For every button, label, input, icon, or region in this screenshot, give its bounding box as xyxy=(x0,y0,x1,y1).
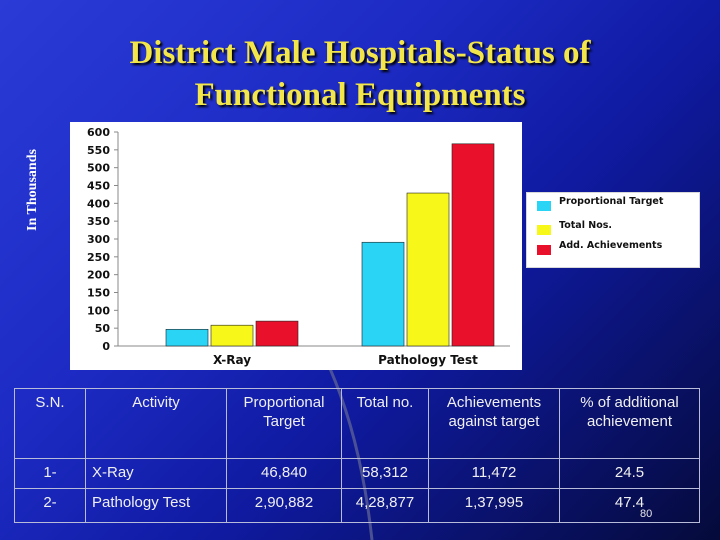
y-tick-label: 100 xyxy=(87,304,110,317)
y-tick-label: 300 xyxy=(87,233,110,246)
bar xyxy=(451,143,495,347)
bar xyxy=(255,320,299,347)
cell-activity: Pathology Test xyxy=(85,488,227,523)
cell-proportional-target: 2,90,882 xyxy=(226,488,342,523)
chart-panel: 0 50 100 150 200 250 300 350 400 450 500 550 600 X-Ra… xyxy=(70,122,522,370)
cell-percent: 24.5 xyxy=(559,458,700,489)
y-tick-label: 400 xyxy=(87,197,110,210)
cell-achievements: 1,37,995 xyxy=(428,488,560,523)
legend-swatch-proportional-target xyxy=(537,201,551,211)
legend-item-total-nos: Total Nos. xyxy=(537,221,697,243)
cell-total-no: 58,312 xyxy=(341,458,429,489)
page-number: 80 xyxy=(640,508,653,520)
cell-total-no: 4,28,877 xyxy=(341,488,429,523)
cell-proportional-target: 46,840 xyxy=(226,458,342,489)
table-row: 2- Pathology Test 2,90,882 4,28,877 1,37… xyxy=(14,488,700,523)
bar xyxy=(210,324,254,347)
cell-sn: 1- xyxy=(14,458,86,489)
legend-swatch-total-nos xyxy=(537,225,551,235)
title-line-2: Functional Equipments xyxy=(194,77,526,113)
header-sn: S.N. xyxy=(14,388,86,459)
legend-label-add-achievements: Add. Achievements xyxy=(559,240,663,251)
y-tick-label: 50 xyxy=(95,322,111,335)
header-activity: Activity xyxy=(85,388,227,459)
slide-title: District Male Hospitals-Status of Functi… xyxy=(60,32,660,116)
units-label: In Thousands xyxy=(25,149,40,231)
table-row: 1- X-Ray 46,840 58,312 11,472 24.5 xyxy=(14,458,700,489)
y-tick-label: 250 xyxy=(87,251,110,264)
y-tick-label: 150 xyxy=(87,287,110,300)
cell-activity: X-Ray xyxy=(85,458,227,489)
y-tick-label: 0 xyxy=(102,340,110,353)
bar-chart: 0 50 100 150 200 250 300 350 400 450 500 550 600 X-Ra… xyxy=(87,126,510,367)
status-table: S.N. Activity Proportional Target Total … xyxy=(14,388,700,523)
y-tick-label: 450 xyxy=(87,180,110,193)
y-tick-label: 200 xyxy=(87,269,110,282)
legend-label-total-nos: Total Nos. xyxy=(559,220,613,231)
y-tick-label: 500 xyxy=(87,162,110,175)
header-achievements: Achievements against target xyxy=(428,388,560,459)
legend-label-proportional-target: Proportional Target xyxy=(559,196,664,207)
chart-legend: Proportional Target Total Nos. Add. Achi… xyxy=(526,192,700,268)
legend-item-add-achievements: Add. Achievements xyxy=(537,241,697,263)
x-tick-label: Pathology Test xyxy=(378,353,478,367)
cell-achievements: 11,472 xyxy=(428,458,560,489)
cell-sn: 2- xyxy=(14,488,86,523)
header-percent-additional: % of additional achievement xyxy=(559,388,700,459)
header-proportional-target: Proportional Target xyxy=(226,388,342,459)
cell-percent: 47.4 xyxy=(559,488,700,523)
x-tick-label: X-Ray xyxy=(213,353,251,367)
y-tick-label: 350 xyxy=(87,215,110,228)
y-tick-label: 600 xyxy=(87,126,110,139)
title-line-1: District Male Hospitals-Status of xyxy=(129,35,591,71)
bar xyxy=(361,241,405,347)
bar xyxy=(406,192,450,347)
header-total-no: Total no. xyxy=(341,388,429,459)
table-header-row: S.N. Activity Proportional Target Total … xyxy=(14,388,700,459)
bar xyxy=(165,328,209,347)
y-tick-label: 550 xyxy=(87,144,110,157)
legend-item-proportional-target: Proportional Target xyxy=(537,197,697,219)
legend-swatch-add-achievements xyxy=(537,245,551,255)
